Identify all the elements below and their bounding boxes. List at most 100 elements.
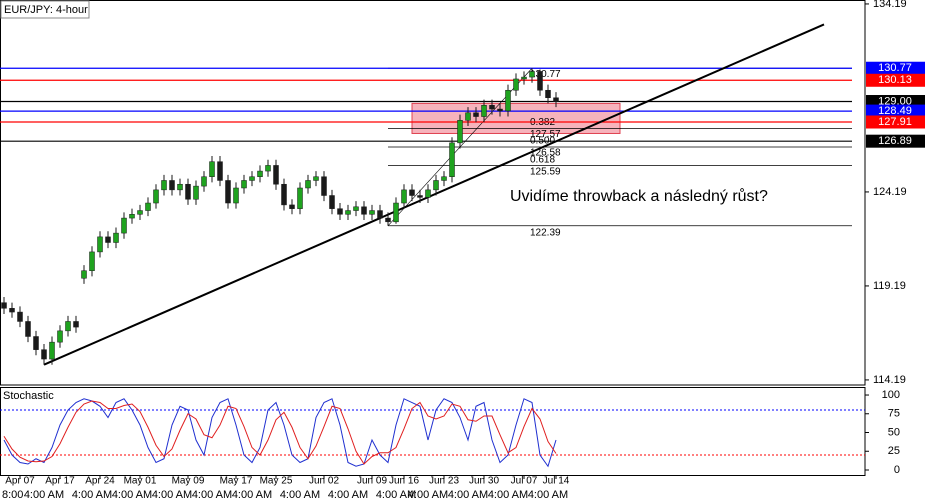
stochastic-line: [3, 400, 557, 465]
candle-body: [377, 210, 383, 219]
candle-body: [353, 206, 359, 211]
candle-body: [505, 89, 511, 112]
candle-body: [361, 206, 367, 215]
candle-body: [465, 112, 471, 121]
candle-body: [169, 180, 175, 191]
x-tick-label: Jun 23: [429, 476, 459, 487]
fib-price-label: 127.57: [530, 129, 561, 140]
candle-body: [457, 120, 463, 144]
x-tick-label: Jul 07: [511, 476, 538, 487]
stochastic-line: [3, 398, 557, 468]
candle-body: [9, 308, 15, 313]
fib-ratio-label: 0.618: [530, 154, 555, 165]
candle-body: [113, 232, 119, 243]
level-label: 129.00: [878, 95, 912, 107]
x-time-label: 4:00 AM: [328, 489, 368, 501]
candle-body: [489, 105, 495, 110]
y-tick-label: 50: [888, 426, 900, 438]
x-tick-label: May 25: [260, 476, 293, 487]
candle-body: [217, 161, 223, 181]
candle-body: [417, 195, 423, 198]
candle-body: [17, 311, 23, 322]
x-time-label: 8:00: [2, 489, 23, 501]
candle-body: [161, 180, 167, 191]
candle-body: [177, 183, 183, 191]
candle-body: [297, 187, 303, 209]
price-panel: [0, 0, 866, 386]
x-tick-label: Jun 16: [389, 476, 419, 487]
candle-body: [153, 189, 159, 204]
candle-body: [513, 78, 519, 91]
candle-body: [73, 321, 79, 328]
level-label: 130.13: [878, 74, 912, 86]
candle-body: [481, 105, 487, 117]
candle-body: [225, 180, 231, 204]
candle-body: [33, 336, 39, 350]
candle-body: [313, 176, 319, 181]
candle-body: [257, 170, 263, 177]
x-tick-label: Jun 02: [309, 476, 339, 487]
candle-body: [553, 97, 559, 102]
x-time-label: 4:00 AM: [232, 489, 272, 501]
y-tick-label: 114.19: [873, 374, 906, 386]
candle-body: [233, 187, 239, 204]
x-time-label: 4:00 AM: [488, 489, 528, 501]
level-box: [866, 73, 925, 87]
candle-body: [497, 108, 503, 112]
candle-body: [441, 176, 447, 181]
candle-body: [201, 176, 207, 187]
candle-body: [321, 176, 327, 196]
title-box: [0, 0, 90, 19]
x-time-label: 4:00 AM: [448, 489, 488, 501]
candle-body: [241, 180, 247, 189]
candle-body: [545, 89, 551, 99]
candle-body: [401, 189, 407, 204]
candle-body: [305, 180, 311, 189]
y-tick-label: 75: [888, 408, 900, 420]
zone: [411, 102, 621, 134]
candle-body: [433, 180, 439, 191]
x-tick-label: May 01: [124, 476, 157, 487]
level-box: [866, 115, 925, 129]
y-tick-label: 124.19: [873, 186, 907, 198]
level-label: 130.77: [878, 62, 912, 74]
candle-body: [81, 270, 87, 279]
fib-price-label: 126.58: [530, 148, 561, 159]
candle-body: [337, 208, 343, 215]
x-tick-label: Apr 07: [5, 476, 35, 487]
x-tick-label: Apr 24: [85, 476, 115, 487]
chart-title: EUR/JPY: 4-hour: [4, 4, 88, 16]
x-time-label: 4:00 AM: [152, 489, 192, 501]
candle-body: [137, 210, 143, 215]
trendline: [43, 23, 825, 366]
fib-price-label: 125.59: [530, 166, 561, 177]
candle-body: [185, 183, 191, 200]
candle-body: [345, 210, 351, 215]
candle-body: [409, 189, 415, 196]
candle-body: [57, 330, 63, 343]
x-time-label: 4:00 AM: [72, 489, 112, 501]
y-tick-label: 119.19: [873, 280, 906, 292]
indicator-title: Stochastic: [3, 390, 54, 402]
x-tick-label: Jul 14: [543, 476, 570, 487]
x-time-label: 4:00 AM: [528, 489, 568, 501]
candle-body: [425, 189, 431, 198]
candle-body: [281, 183, 287, 206]
level-box: [866, 61, 925, 75]
candle-body: [121, 217, 127, 234]
x-time-label: 4:00 AM: [408, 489, 448, 501]
level-label: 126.89: [878, 135, 912, 147]
candle-body: [529, 71, 535, 78]
fib-price-label: 130.77: [530, 69, 561, 80]
candle-body: [329, 195, 335, 209]
candle-body: [473, 112, 479, 117]
candle-body: [145, 202, 151, 211]
x-tick-label: Jun 30: [469, 476, 499, 487]
candle-body: [129, 214, 135, 219]
y-tick-label: 0: [894, 464, 900, 476]
x-time-label: 4:00 AM: [192, 489, 232, 501]
candle-body: [209, 161, 215, 177]
candle-body: [537, 71, 543, 91]
